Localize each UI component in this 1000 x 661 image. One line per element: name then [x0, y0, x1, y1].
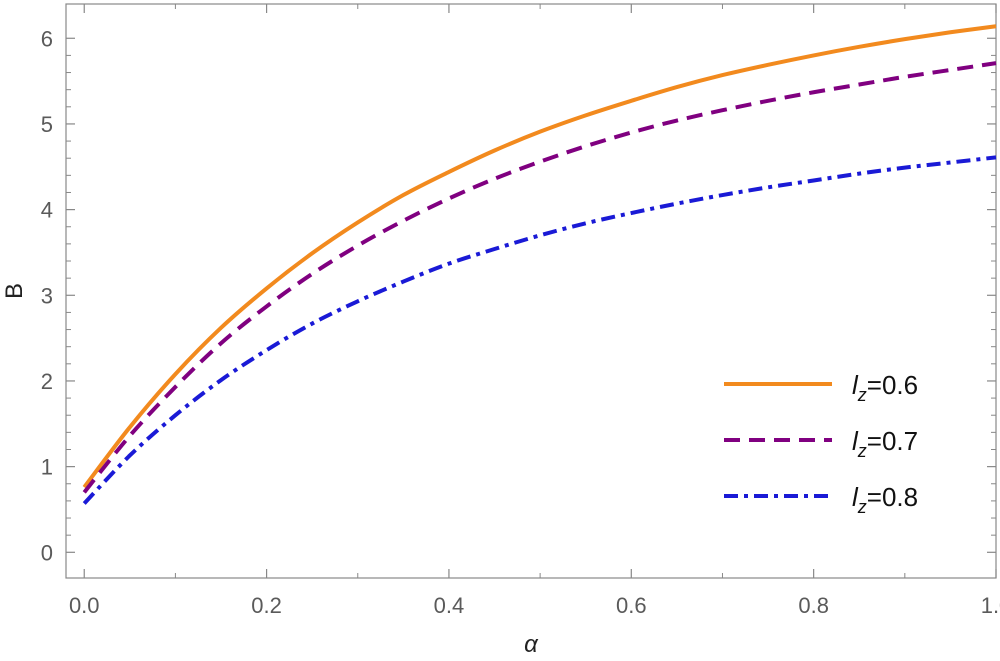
series-line-3: [82, 155, 997, 505]
y-tick-label: 1: [41, 455, 53, 480]
legend-label-3: lz=0.8: [852, 482, 918, 517]
plot-frame: [65, 3, 997, 579]
y-tick-label: 4: [41, 198, 53, 223]
x-tick-label: 0.8: [798, 593, 829, 618]
x-axis-label: α: [524, 631, 539, 658]
legend-label-2: lz=0.7: [852, 426, 918, 461]
y-tick-label: 5: [41, 112, 53, 137]
y-tick-label: 6: [41, 26, 53, 51]
x-tick-label: 0.2: [251, 593, 282, 618]
legend-label-1: lz=0.6: [852, 370, 918, 405]
x-tick-label: 0.0: [69, 593, 100, 618]
axis-tick-labels: 0.0 0.2 0.4 0.6 0.8 1.0 0 1 2 3 4 5 6: [41, 26, 1000, 618]
y-axis-label: B: [1, 283, 28, 299]
x-tick-label: 0.6: [616, 593, 647, 618]
y-tick-label: 2: [41, 369, 53, 394]
x-tick-label: 1.0: [981, 593, 1000, 618]
series-line-1: [82, 24, 997, 489]
y-tick-label: 3: [41, 283, 53, 308]
y-tick-label: 0: [41, 540, 53, 565]
series-line-2: [82, 61, 997, 494]
legend: lz=0.6 lz=0.7 lz=0.8: [724, 370, 918, 517]
x-tick-label: 0.4: [434, 593, 465, 618]
series-lines: [82, 24, 997, 505]
